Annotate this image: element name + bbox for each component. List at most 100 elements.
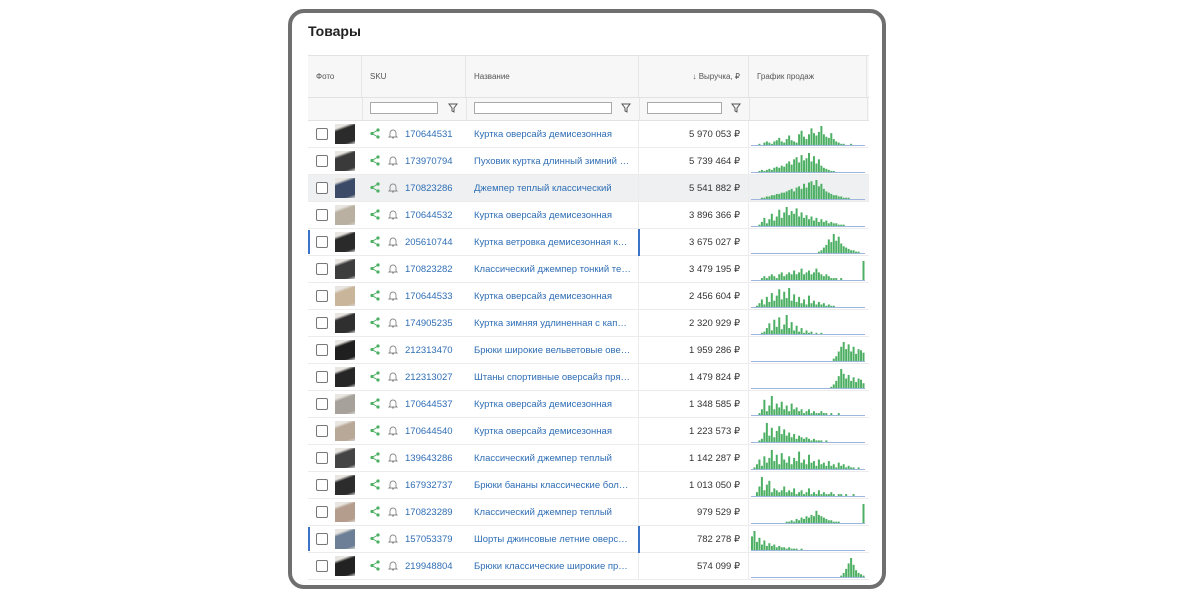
product-name-link[interactable]: Пуховик куртка длинный зимний с капюшоно…	[474, 156, 632, 167]
bell-icon[interactable]	[388, 209, 398, 220]
product-name-link[interactable]: Классический джемпер теплый	[474, 453, 612, 464]
table-row[interactable]: 170823289 Классический джемпер теплый 979 …	[308, 499, 869, 526]
sku-link[interactable]: 170644531	[405, 129, 453, 140]
product-name-link[interactable]: Классический джемпер тонкий теплый	[474, 264, 632, 275]
product-name-link[interactable]: Классический джемпер теплый	[474, 507, 612, 518]
row-checkbox[interactable]	[316, 317, 328, 329]
bell-icon[interactable]	[388, 236, 398, 247]
filter-icon[interactable]	[448, 103, 458, 113]
row-checkbox[interactable]	[316, 452, 328, 464]
sku-link[interactable]: 170823289	[405, 507, 453, 518]
sku-link[interactable]: 170644540	[405, 426, 453, 437]
table-row[interactable]: 170644540 Куртка оверсайз демисезонная 1 2…	[308, 418, 869, 445]
table-row[interactable]: 170644531 Куртка оверсайз демисезонная 5 9…	[308, 121, 869, 148]
row-checkbox[interactable]	[316, 182, 328, 194]
product-thumbnail[interactable]	[335, 232, 355, 252]
product-thumbnail[interactable]	[335, 124, 355, 144]
table-row[interactable]: 170644533 Куртка оверсайз демисезонная 2 4…	[308, 283, 869, 310]
bell-icon[interactable]	[388, 371, 398, 382]
table-row[interactable]: 170644537 Куртка оверсайз демисезонная 1 3…	[308, 391, 869, 418]
share-icon[interactable]	[370, 182, 380, 193]
sku-link[interactable]: 212313027	[405, 372, 453, 383]
sku-link[interactable]: 170644537	[405, 399, 453, 410]
bell-icon[interactable]	[388, 560, 398, 571]
product-name-link[interactable]: Брюки бананы классические больших размер…	[474, 480, 632, 491]
bell-icon[interactable]	[388, 479, 398, 490]
sku-link[interactable]: 219948804	[405, 561, 453, 572]
sku-filter-input[interactable]	[370, 102, 438, 114]
product-thumbnail[interactable]	[335, 502, 355, 522]
share-icon[interactable]	[370, 317, 380, 328]
table-row[interactable]: 174905235 Куртка зимняя удлиненная с капю…	[308, 310, 869, 337]
filter-icon[interactable]	[731, 103, 741, 113]
table-row[interactable]: 219948804 Брюки классические широкие прям…	[308, 553, 869, 580]
row-checkbox[interactable]	[316, 209, 328, 221]
table-row[interactable]: 173970794 Пуховик куртка длинный зимний с…	[308, 148, 869, 175]
filter-icon[interactable]	[621, 103, 631, 113]
row-checkbox[interactable]	[316, 560, 328, 572]
row-checkbox[interactable]	[316, 533, 328, 545]
sku-link[interactable]: 167932737	[405, 480, 453, 491]
product-name-link[interactable]: Куртка ветровка демисезонная короткая	[474, 237, 632, 248]
product-name-link[interactable]: Шорты джинсовые летние оверсайз	[474, 534, 632, 545]
table-row[interactable]: 205610744 Куртка ветровка демисезонная ко…	[308, 229, 869, 256]
bell-icon[interactable]	[388, 155, 398, 166]
bell-icon[interactable]	[388, 398, 398, 409]
product-thumbnail[interactable]	[335, 529, 355, 549]
sku-link[interactable]: 205610744	[405, 237, 453, 248]
table-row[interactable]: 212313470 Брюки широкие вельветовые оверс…	[308, 337, 869, 364]
share-icon[interactable]	[370, 209, 380, 220]
row-checkbox[interactable]	[316, 506, 328, 518]
product-name-link[interactable]: Брюки классические широкие прямые	[474, 561, 632, 572]
bell-icon[interactable]	[388, 344, 398, 355]
bell-icon[interactable]	[388, 182, 398, 193]
row-checkbox[interactable]	[316, 155, 328, 167]
share-icon[interactable]	[370, 128, 380, 139]
table-row[interactable]: 157053379 Шорты джинсовые летние оверсайз…	[308, 526, 869, 553]
product-name-link[interactable]: Куртка оверсайз демисезонная	[474, 210, 612, 221]
bell-icon[interactable]	[388, 452, 398, 463]
product-name-link[interactable]: Куртка оверсайз демисезонная	[474, 426, 612, 437]
product-name-link[interactable]: Куртка зимняя удлиненная с капюшоном	[474, 318, 632, 329]
share-icon[interactable]	[370, 506, 380, 517]
bell-icon[interactable]	[388, 128, 398, 139]
sku-link[interactable]: 212313470	[405, 345, 453, 356]
product-name-link[interactable]: Брюки широкие вельветовые оверсайз	[474, 345, 632, 356]
row-checkbox[interactable]	[316, 425, 328, 437]
row-checkbox[interactable]	[316, 290, 328, 302]
table-row[interactable]: 170823282 Классический джемпер тонкий теп…	[308, 256, 869, 283]
table-row[interactable]: 167932737 Брюки бананы классические больш…	[308, 472, 869, 499]
sku-link[interactable]: 170823286	[405, 183, 453, 194]
bell-icon[interactable]	[388, 425, 398, 436]
column-header-revenue[interactable]: ↓ Выручка, ₽	[639, 56, 749, 97]
share-icon[interactable]	[370, 371, 380, 382]
column-header-sku[interactable]: SKU	[362, 56, 466, 97]
bell-icon[interactable]	[388, 533, 398, 544]
sku-link[interactable]: 139643286	[405, 453, 453, 464]
revenue-filter-input[interactable]	[647, 102, 722, 114]
product-thumbnail[interactable]	[335, 205, 355, 225]
sku-link[interactable]: 170644532	[405, 210, 453, 221]
product-name-link[interactable]: Куртка оверсайз демисезонная	[474, 291, 612, 302]
table-row[interactable]: 170823286 Джемпер теплый классический 5 54…	[308, 175, 869, 202]
share-icon[interactable]	[370, 425, 380, 436]
column-header-name[interactable]: Название	[466, 56, 639, 97]
share-icon[interactable]	[370, 290, 380, 301]
product-name-link[interactable]: Штаны спортивные оверсайз прямые	[474, 372, 632, 383]
bell-icon[interactable]	[388, 290, 398, 301]
share-icon[interactable]	[370, 236, 380, 247]
product-thumbnail[interactable]	[335, 421, 355, 441]
product-thumbnail[interactable]	[335, 367, 355, 387]
sku-link[interactable]: 157053379	[405, 534, 453, 545]
share-icon[interactable]	[370, 533, 380, 544]
sku-link[interactable]: 170644533	[405, 291, 453, 302]
share-icon[interactable]	[370, 398, 380, 409]
table-row[interactable]: 170644532 Куртка оверсайз демисезонная 3 8…	[308, 202, 869, 229]
sku-link[interactable]: 170823282	[405, 264, 453, 275]
product-thumbnail[interactable]	[335, 286, 355, 306]
sku-link[interactable]: 173970794	[405, 156, 453, 167]
product-name-link[interactable]: Куртка оверсайз демисезонная	[474, 129, 612, 140]
product-name-link[interactable]: Куртка оверсайз демисезонная	[474, 399, 612, 410]
name-filter-input[interactable]	[474, 102, 612, 114]
row-checkbox[interactable]	[316, 371, 328, 383]
